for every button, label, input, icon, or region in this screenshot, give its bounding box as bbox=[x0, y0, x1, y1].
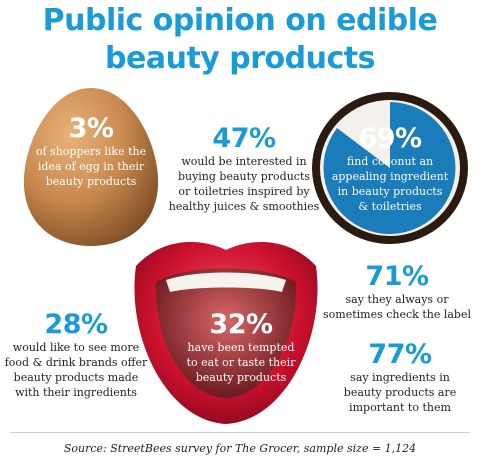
source-note: Source: StreetBees survey for The Grocer… bbox=[63, 442, 417, 455]
stat-brands-text-2: food & drink brands offer bbox=[4, 356, 148, 369]
stat-coconut-text-3: in beauty products bbox=[337, 185, 443, 198]
stat-egg-text-2: idea of egg in their bbox=[37, 160, 145, 173]
stat-label: 71% say they always or sometimes check t… bbox=[322, 262, 472, 322]
stat-taste-text-1: have been tempted bbox=[187, 341, 295, 354]
title-line-2: beauty products bbox=[105, 41, 375, 76]
stat-coconut-text-1: find coconut an bbox=[346, 155, 434, 168]
stat-ingredients-text-1: say ingredients in bbox=[350, 371, 450, 384]
stat-egg-text-1: of shoppers like the bbox=[35, 145, 147, 158]
stat-juice-percent: 47% bbox=[212, 123, 276, 154]
stat-ingredients-percent: 77% bbox=[368, 339, 432, 370]
footer-divider bbox=[10, 432, 470, 433]
stat-juice-text-3: or toiletries inspired by bbox=[178, 185, 310, 198]
title-line-1: Public opinion on edible bbox=[42, 3, 438, 38]
page-title: Public opinion on edible beauty products bbox=[0, 2, 480, 78]
stat-juice-text-2: buying beauty products bbox=[177, 170, 311, 183]
stat-brands: 28% would like to see more food & drink … bbox=[0, 310, 152, 400]
stat-juice-text-4: healthy juices & smoothies bbox=[168, 200, 320, 213]
stat-egg-percent: 3% bbox=[68, 113, 114, 144]
stat-ingredients-text-2: beauty products are bbox=[343, 386, 457, 399]
stat-taste-percent: 32% bbox=[209, 309, 273, 340]
stat-coconut-text-2: appealing ingredient bbox=[331, 170, 449, 183]
stat-coconut-percent: 69% bbox=[358, 123, 422, 154]
egg-image bbox=[23, 88, 159, 246]
stat-brands-text-1: would like to see more bbox=[12, 341, 140, 354]
stat-ingredients: 77% say ingredients in beauty products a… bbox=[326, 340, 474, 415]
stat-label-text-2: sometimes check the label bbox=[323, 308, 471, 321]
stat-coconut: 69% find coconut an appealing ingredient… bbox=[316, 124, 464, 214]
stat-egg-text-3: beauty products bbox=[45, 175, 137, 188]
stat-brands-text-3: beauty products made bbox=[13, 371, 139, 384]
stat-egg: 3% of shoppers like the idea of egg in t… bbox=[22, 114, 160, 189]
lips-image bbox=[134, 242, 318, 424]
coconut-image bbox=[312, 92, 468, 244]
stat-label-text-1: say they always or bbox=[345, 293, 449, 306]
stat-taste: 32% have been tempted to eat or taste th… bbox=[166, 310, 316, 385]
stat-brands-text-4: with their ingredients bbox=[15, 386, 137, 399]
stat-taste-text-3: beauty products bbox=[195, 371, 287, 384]
stat-ingredients-text-3: important to them bbox=[349, 401, 451, 414]
stat-brands-percent: 28% bbox=[44, 309, 108, 340]
stat-coconut-text-4: & toiletries bbox=[358, 200, 422, 213]
stat-label-percent: 71% bbox=[365, 261, 429, 292]
stat-juice-text-1: would be interested in bbox=[181, 155, 307, 168]
stat-taste-text-2: to eat or taste their bbox=[186, 356, 296, 369]
stat-juice: 47% would be interested in buying beauty… bbox=[168, 124, 320, 214]
